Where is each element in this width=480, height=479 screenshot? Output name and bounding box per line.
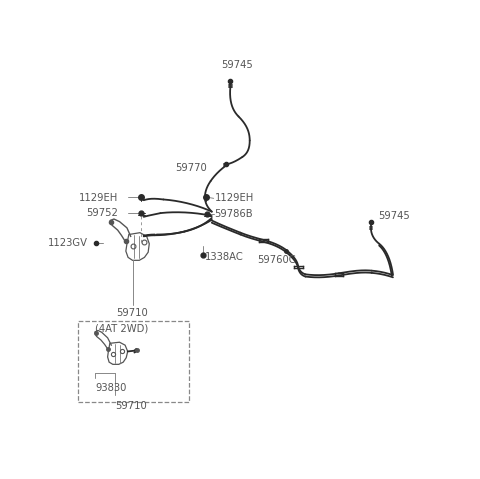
Text: 59760C: 59760C: [257, 255, 296, 265]
Text: 59745: 59745: [378, 211, 410, 221]
Text: 1129EH: 1129EH: [215, 194, 253, 204]
Text: 59752: 59752: [86, 208, 118, 218]
Text: 1129EH: 1129EH: [78, 193, 118, 203]
Text: 59745: 59745: [221, 60, 252, 70]
Text: 59786B: 59786B: [215, 209, 253, 219]
Text: 93830: 93830: [96, 383, 127, 393]
Text: 1338AC: 1338AC: [205, 252, 244, 262]
Text: 59770: 59770: [175, 163, 207, 173]
Text: (4AT 2WD): (4AT 2WD): [96, 324, 149, 334]
Bar: [78, 321, 190, 402]
Text: 1123GV: 1123GV: [48, 238, 88, 248]
Text: 59710: 59710: [115, 401, 147, 411]
Text: 59710: 59710: [117, 308, 148, 318]
